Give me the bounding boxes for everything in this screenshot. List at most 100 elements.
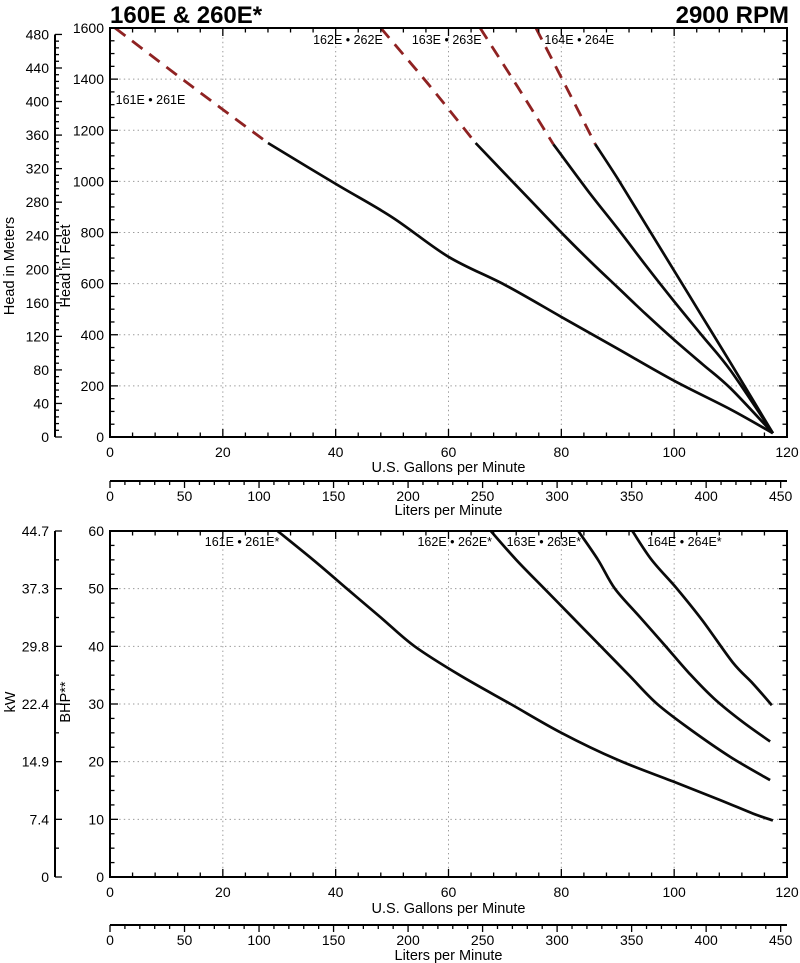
- gpm-tick-label: 120: [775, 884, 799, 900]
- liters-tick-label: 400: [694, 932, 718, 948]
- liters-axis-title: Liters per Minute: [395, 503, 503, 519]
- liters-tick-label: 50: [177, 932, 193, 948]
- curve-solid-3: [631, 530, 773, 707]
- primary-y-tick-label: 50: [88, 581, 104, 597]
- liters-tick-label: 300: [545, 932, 569, 948]
- secondary-y-tick-label: 480: [26, 26, 50, 42]
- secondary-y-tick-label: 440: [26, 60, 50, 76]
- rpm-label: 2900 RPM: [675, 2, 789, 29]
- gpm-axis-title: U.S. Gallons per Minute: [372, 901, 526, 917]
- curve-solid-1: [489, 530, 771, 782]
- curve-dashed-1: [379, 27, 477, 144]
- secondary-y-tick-label: 14.9: [22, 754, 49, 770]
- gpm-tick-label: 20: [215, 884, 231, 900]
- secondary-y-tick-label: 22.4: [22, 696, 49, 712]
- curves: [114, 27, 775, 435]
- gpm-tick-label: 20: [215, 444, 231, 460]
- gpm-tick-label: 0: [106, 884, 114, 900]
- primary-y-tick-label: 20: [88, 754, 104, 770]
- secondary-y-tick-label: 200: [26, 261, 50, 277]
- secondary-y-tick-label: 120: [26, 328, 50, 344]
- curve-solid-1: [474, 142, 774, 435]
- secondary-y-axis-title: Head in Meters: [2, 217, 18, 315]
- primary-y-tick-label: 30: [88, 696, 104, 712]
- secondary-y-tick-label: 320: [26, 161, 50, 177]
- gpm-axis: 0 20 40 60 80 100 120 U.S. Gallons per Minute: [106, 884, 799, 917]
- primary-y-axis: 0 200 400 600 800 1000 1200 1400 1600 Head in Fee…: [58, 20, 104, 445]
- curve-label-0: 161E • 261E: [116, 93, 186, 107]
- bhp-chart: 161E • 261E* 162E • 262E* 163E • 263E* 164E…: [3, 523, 799, 963]
- primary-y-tick-label: 60: [88, 523, 104, 539]
- liters-tick-label: 0: [106, 932, 114, 948]
- secondary-y-tick-label: 37.3: [22, 581, 49, 597]
- primary-y-axis-title: BHP**: [58, 681, 74, 722]
- primary-y-tick-label: 600: [81, 276, 105, 292]
- primary-y-tick-label: 1200: [73, 122, 104, 138]
- liters-tick-label: 150: [322, 488, 346, 504]
- liters-axis: 0 50 100 150 200 250 300 350 400 450 Liters per Mi…: [106, 480, 793, 519]
- plot-ticks: [109, 27, 788, 438]
- primary-y-tick-label: 1400: [73, 71, 104, 87]
- curve-solid-2: [577, 530, 771, 743]
- curve-solid-3: [594, 143, 775, 434]
- primary-y-tick-label: 0: [96, 429, 104, 445]
- liters-tick-label: 250: [471, 488, 495, 504]
- curve-label-3: 164E • 264E: [544, 33, 614, 47]
- gpm-axis-title: U.S. Gallons per Minute: [372, 460, 526, 476]
- secondary-y-axis-title: kW: [3, 691, 19, 712]
- liters-axis: 0 50 100 150 200 250 300 350 400 450 Liters per Mi…: [106, 924, 793, 963]
- secondary-y-axis: 0 40 80 120 160 200 240 280 320 360 400 440 480 Head …: [2, 26, 62, 445]
- liters-tick-label: 200: [396, 932, 420, 948]
- secondary-y-tick-label: 0: [41, 429, 49, 445]
- primary-y-tick-label: 800: [81, 225, 105, 241]
- gpm-tick-label: 60: [441, 884, 457, 900]
- curve-dashed-2: [478, 27, 555, 146]
- gpm-tick-label: 60: [441, 444, 457, 460]
- curve-solid-0: [267, 141, 774, 435]
- liters-tick-label: 50: [177, 488, 193, 504]
- curve-dashed-3: [534, 27, 597, 145]
- secondary-y-tick-label: 80: [33, 362, 49, 378]
- gridlines: [110, 28, 787, 437]
- secondary-y-tick-label: 0: [41, 869, 49, 885]
- curve-dashed-0: [114, 27, 269, 145]
- gpm-axis: 0 20 40 60 80 100 120 U.S. Gallons per Minute: [106, 444, 799, 476]
- liters-axis-title: Liters per Minute: [395, 948, 503, 963]
- curve-solid-2: [552, 143, 775, 434]
- curve-label-1: 162E • 262E*: [417, 535, 492, 549]
- secondary-y-tick-label: 400: [26, 94, 50, 110]
- gpm-tick-label: 100: [662, 444, 686, 460]
- gpm-tick-label: 80: [554, 444, 570, 460]
- primary-y-tick-label: 1000: [73, 173, 104, 189]
- liters-tick-label: 150: [322, 932, 346, 948]
- secondary-y-tick-label: 40: [33, 395, 49, 411]
- liters-tick-label: 450: [769, 932, 793, 948]
- primary-y-tick-label: 0: [96, 869, 104, 885]
- liters-tick-label: 300: [545, 488, 569, 504]
- curves: [276, 530, 774, 822]
- liters-tick-label: 350: [620, 488, 644, 504]
- curve-label-1: 162E • 262E: [313, 33, 383, 47]
- curve-label-0: 161E • 261E*: [205, 535, 280, 549]
- liters-tick-label: 350: [620, 932, 644, 948]
- primary-y-tick-label: 400: [81, 327, 105, 343]
- secondary-y-tick-label: 240: [26, 228, 50, 244]
- curve-label-2: 163E • 263E*: [507, 535, 582, 549]
- liters-tick-label: 400: [694, 488, 718, 504]
- head-capacity-chart: 161E • 261E 162E • 262E 163E • 263E 164E • …: [2, 20, 799, 519]
- gpm-tick-label: 40: [328, 444, 344, 460]
- liters-tick-label: 450: [769, 488, 793, 504]
- liters-tick-label: 0: [106, 488, 114, 504]
- gridlines: [110, 531, 787, 877]
- primary-y-tick-label: 200: [81, 378, 105, 394]
- secondary-y-axis: 0 7.4 14.9 22.4 29.8 37.3 44.7 kW: [3, 523, 62, 885]
- secondary-y-tick-label: 29.8: [22, 638, 49, 654]
- gpm-tick-label: 80: [554, 884, 570, 900]
- secondary-y-tick-label: 280: [26, 194, 50, 210]
- plot-ticks: [109, 530, 788, 878]
- gpm-tick-label: 120: [775, 444, 799, 460]
- gpm-tick-label: 40: [328, 884, 344, 900]
- primary-y-tick-label: 40: [88, 638, 104, 654]
